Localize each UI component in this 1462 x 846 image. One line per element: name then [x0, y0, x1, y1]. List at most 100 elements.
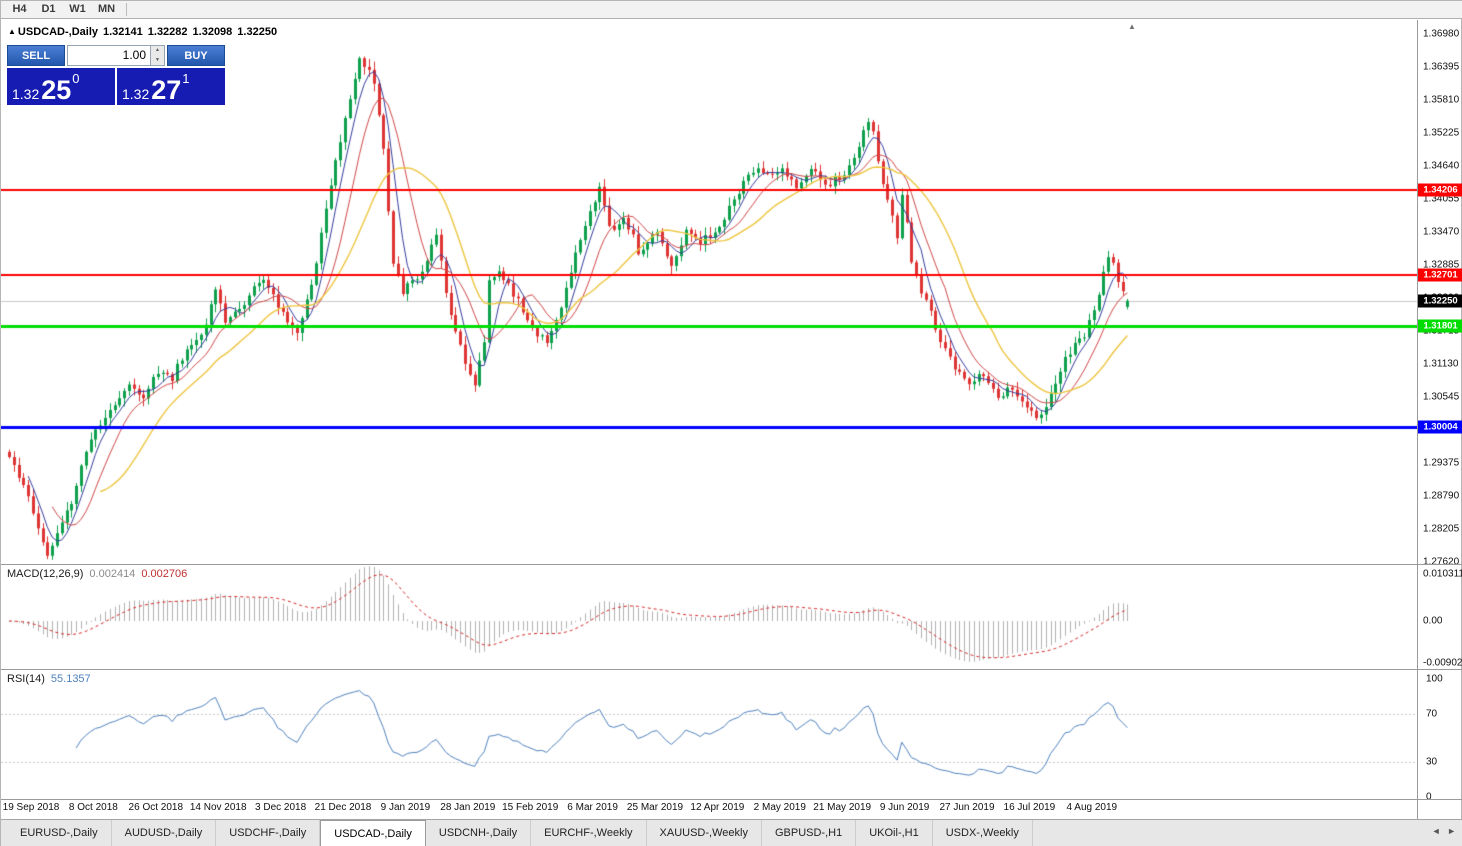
hline-price-badge[interactable]: 1.31801 [1418, 319, 1462, 333]
sell-price-point: 0 [72, 71, 80, 86]
toolbar-separator [126, 3, 127, 16]
chart-tab-usdcnh[interactable]: USDCNH-,Daily [426, 820, 532, 846]
tab-scroll-left-icon[interactable]: ◄ [1431, 826, 1441, 836]
date-axis-label: 21 May 2019 [813, 802, 872, 813]
panel-divider[interactable] [1, 669, 1462, 670]
chart-tab-ukoil[interactable]: UKOil-,H1 [856, 820, 933, 846]
macd-header: MACD(12,26,9) 0.002414 0.002706 [7, 568, 193, 580]
price-axis-label: 1.34055 [1423, 193, 1460, 205]
rsi-axis-label: 70 [1426, 708, 1438, 720]
rsi-label: RSI(14) [7, 673, 45, 685]
symbol-marker-icon: ▲ [8, 27, 16, 36]
date-axis-label: 8 Oct 2018 [68, 802, 118, 813]
chart-tab-bar: EURUSD-,Daily AUDUSD-,Daily USDCHF-,Daily U… [1, 819, 1462, 846]
date-axis-label: 9 Jun 2019 [879, 802, 930, 813]
hline-price-badge[interactable]: 1.32701 [1418, 268, 1462, 282]
chart-tab-eurusd[interactable]: EURUSD-,Daily [7, 820, 112, 846]
date-axis-label: 14 Nov 2018 [189, 802, 247, 813]
ohlc-high: 1.32282 [147, 26, 188, 38]
date-axis-label: 19 Sep 2018 [2, 802, 60, 813]
price-axis-label: 1.36980 [1423, 28, 1460, 40]
spinner-down-icon[interactable]: ▼ [151, 55, 164, 65]
rsi-header: RSI(14) 55.1357 [7, 673, 97, 685]
timeframe-toolbar: H4 D1 W1 MN [1, 1, 1462, 19]
ohlc-low: 1.32098 [192, 26, 233, 38]
price-axis-label: 1.35810 [1423, 94, 1460, 106]
price-axis-label: 1.32885 [1423, 259, 1460, 271]
sell-price-base: 1.32 [12, 86, 40, 102]
buy-price-pips: 27 [151, 74, 182, 105]
buy-price-panel[interactable]: 1.32 27 1 [117, 68, 225, 105]
date-axis-label: 6 Mar 2019 [567, 802, 618, 813]
panel-divider[interactable] [1, 564, 1462, 565]
volume-value[interactable]: 1.00 [122, 48, 146, 62]
macd-axis-label: 0.010311 [1423, 568, 1462, 580]
chart-tab-xauusd[interactable]: XAUUSD-,Weekly [647, 820, 762, 846]
macd-axis-label: 0.00 [1423, 615, 1443, 627]
price-axis-label: 1.28205 [1423, 523, 1460, 535]
chart-tab-usdx[interactable]: USDX-,Weekly [933, 820, 1033, 846]
tab-scroll-right-icon[interactable]: ► [1447, 826, 1456, 836]
timeframe-button-w1[interactable]: W1 [69, 2, 86, 15]
price-axis-label: 1.28790 [1423, 490, 1460, 502]
hline-price-badge[interactable]: 1.30004 [1418, 420, 1462, 434]
date-axis-label: 12 Apr 2019 [690, 802, 745, 813]
macd-axis-label: -0.0090203 [1423, 657, 1462, 669]
macd-indicator-canvas[interactable] [1, 565, 1417, 669]
macd-main-value: 0.002414 [89, 568, 136, 580]
price-axis-label: 1.30545 [1423, 391, 1460, 403]
date-axis-label: 26 Oct 2018 [128, 802, 184, 813]
price-axis-label: 1.33470 [1423, 226, 1460, 238]
date-axis-label: 3 Dec 2018 [255, 802, 307, 813]
one-click-trading-widget: SELL 1.00 ▲ ▼ BUY 1.32 25 0 1.32 27 1 [7, 45, 225, 105]
hline-price-badge[interactable]: 1.34206 [1418, 183, 1462, 197]
timeframe-button-d1[interactable]: D1 [41, 2, 56, 15]
buy-button[interactable]: BUY [167, 45, 225, 66]
date-axis-label: 15 Feb 2019 [502, 802, 559, 813]
date-axis-label: 25 Mar 2019 [626, 802, 684, 813]
price-axis-label: 1.34640 [1423, 160, 1460, 172]
sell-price-pips: 25 [41, 74, 72, 105]
chart-tab-audusd[interactable]: AUDUSD-,Daily [112, 820, 217, 846]
rsi-axis-label: 100 [1426, 673, 1443, 685]
price-axis-label: 1.35225 [1423, 127, 1460, 139]
chart-tab-gbpusd[interactable]: GBPUSD-,H1 [762, 820, 857, 846]
price-axis-label: 1.36395 [1423, 61, 1460, 73]
chart-tab-usdcad[interactable]: USDCAD-,Daily [320, 820, 426, 846]
rsi-indicator-canvas[interactable] [1, 670, 1417, 799]
chart-tab-eurchf[interactable]: EURCHF-,Weekly [531, 820, 647, 846]
ohlc-close: 1.32250 [237, 26, 278, 38]
date-axis-label: 27 Jun 2019 [939, 802, 995, 813]
timeframe-button-h4[interactable]: H4 [12, 2, 27, 15]
buy-price-base: 1.32 [122, 86, 150, 102]
price-axis-label: 1.29375 [1423, 457, 1460, 469]
date-axis-label: 16 Jul 2019 [1003, 802, 1056, 813]
price-axis-border [1417, 20, 1418, 819]
date-axis-label: 4 Aug 2019 [1066, 802, 1118, 813]
chart-symbol-label: USDCAD-,Daily [17, 26, 98, 38]
price-axis-label: 1.31130 [1423, 358, 1459, 370]
chart-shift-marker-icon[interactable]: ▲ [1128, 22, 1136, 31]
tab-scroll-buttons: ◄ ► [1428, 826, 1456, 836]
date-axis-label: 9 Jan 2019 [380, 802, 431, 813]
sell-button[interactable]: SELL [7, 45, 65, 66]
date-axis-label: 28 Jan 2019 [440, 802, 496, 813]
spinner-up-icon[interactable]: ▲ [151, 46, 164, 56]
macd-signal-value: 0.002706 [141, 568, 188, 580]
main-chart-canvas[interactable] [1, 20, 1417, 563]
date-axis-label: 21 Dec 2018 [314, 802, 372, 813]
sell-price-panel[interactable]: 1.32 25 0 [7, 68, 115, 105]
current-price-badge: 1.32250 [1418, 294, 1462, 308]
rsi-axis-label: 0 [1426, 791, 1432, 803]
volume-spinner[interactable]: ▲ ▼ [150, 46, 164, 65]
buy-price-point: 1 [182, 71, 190, 86]
timeframe-button-mn[interactable]: MN [97, 2, 116, 15]
volume-field[interactable]: 1.00 ▲ ▼ [67, 45, 165, 66]
chart-tab-usdchf[interactable]: USDCHF-,Daily [216, 820, 321, 846]
panel-divider [1, 799, 1462, 800]
rsi-axis-label: 30 [1426, 756, 1438, 768]
date-axis-label: 2 May 2019 [753, 802, 806, 813]
rsi-value: 55.1357 [50, 673, 91, 685]
macd-label: MACD(12,26,9) [7, 568, 84, 580]
